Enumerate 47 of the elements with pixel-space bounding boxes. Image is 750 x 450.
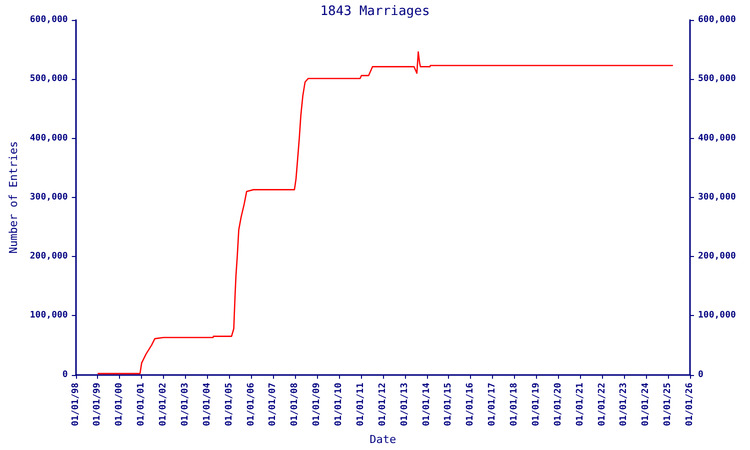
x-tick-label: 01/01/19 bbox=[531, 382, 542, 426]
chart-title: 1843 Marriages bbox=[320, 4, 430, 19]
y-tick-label: 400,000 bbox=[30, 133, 68, 144]
x-tick-label: 01/01/21 bbox=[575, 382, 586, 426]
y-tick-label: 500,000 bbox=[30, 74, 68, 84]
x-tick-label: 01/01/04 bbox=[202, 382, 212, 426]
x-tick-label: 01/01/26 bbox=[685, 382, 695, 426]
x-tick-label: 01/01/07 bbox=[268, 382, 278, 426]
x-tick-label: 01/01/23 bbox=[619, 382, 630, 426]
x-tick-label: 01/01/15 bbox=[444, 382, 454, 426]
y-axis-title: Number of Entries bbox=[7, 141, 20, 254]
y2-tick-label: 300,000 bbox=[698, 192, 736, 202]
x-tick-label: 01/01/12 bbox=[378, 382, 388, 426]
y-tick-label: 300,000 bbox=[30, 192, 68, 202]
x-tick-label: 01/01/22 bbox=[597, 382, 608, 426]
x-tick-label: 01/01/18 bbox=[510, 382, 520, 426]
x-tick-label: 01/01/06 bbox=[246, 382, 256, 426]
y-tick-label: 600,000 bbox=[30, 15, 68, 25]
x-tick-label: 01/01/14 bbox=[422, 382, 432, 426]
y2-tick-label: 100,000 bbox=[698, 310, 736, 321]
x-tick-label: 01/01/17 bbox=[488, 382, 498, 426]
x-tick-label: 01/01/13 bbox=[400, 382, 410, 426]
y-tick-label: 200,000 bbox=[30, 252, 68, 262]
y2-tick-label: 400,000 bbox=[698, 133, 736, 144]
x-axis-title: Date bbox=[370, 433, 396, 446]
x-tick-label: 01/01/98 bbox=[70, 382, 81, 426]
y2-tick-label: 600,000 bbox=[698, 15, 736, 25]
x-tick-label: 01/01/11 bbox=[356, 382, 366, 426]
x-tick-label: 01/01/02 bbox=[158, 382, 169, 426]
x-tick-label: 01/01/25 bbox=[663, 382, 674, 426]
x-tick-label: 01/01/24 bbox=[641, 382, 652, 426]
y2-tick-label: 0 bbox=[698, 370, 704, 380]
x-tick-label: 01/01/20 bbox=[553, 382, 564, 426]
y-tick-label: 100,000 bbox=[30, 310, 68, 321]
x-tick-label: 01/01/99 bbox=[92, 382, 103, 426]
x-tick-label: 01/01/05 bbox=[224, 382, 234, 426]
line-series bbox=[98, 51, 674, 374]
x-tick-label: 01/01/09 bbox=[312, 382, 322, 426]
x-tick-label: 01/01/08 bbox=[290, 382, 300, 426]
x-tick-label: 01/01/03 bbox=[180, 382, 190, 426]
y-tick-label: 0 bbox=[62, 370, 68, 380]
y2-tick-label: 200,000 bbox=[698, 252, 736, 262]
x-tick-label: 01/01/10 bbox=[334, 382, 344, 426]
x-tick-label: 01/01/00 bbox=[114, 382, 125, 426]
y2-tick-label: 500,000 bbox=[698, 74, 736, 84]
x-tick-label: 01/01/16 bbox=[466, 382, 476, 426]
x-tick-label: 01/01/01 bbox=[136, 382, 147, 426]
